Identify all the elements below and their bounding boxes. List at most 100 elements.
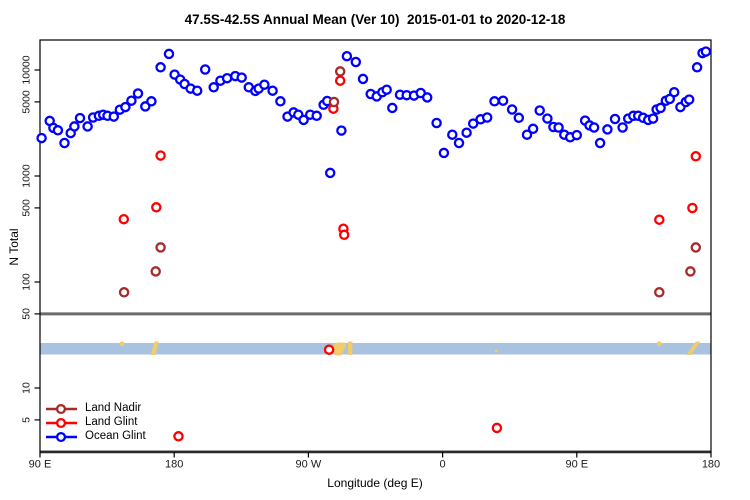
data-point-ocean-glint (108, 111, 120, 122)
data-point-ocean-glint (617, 122, 628, 133)
data-point-ocean-glint (350, 56, 362, 68)
x-tick-label: 180 (165, 459, 183, 471)
data-point-ocean-glint (506, 104, 518, 115)
data-point-ocean-glint (52, 125, 64, 136)
data-point-ocean-glint (683, 94, 695, 105)
data-point-ocean-glint (594, 137, 606, 149)
data-point-ocean-glint (542, 113, 553, 124)
y-tick-label: 10 (21, 382, 33, 394)
legend-item-land-nadir: Land Nadir (44, 402, 146, 415)
data-point-ocean-glint (267, 85, 278, 96)
y-tick-label: 10000 (21, 55, 33, 84)
data-point-land-glint (151, 202, 162, 213)
data-point-ocean-glint (324, 167, 336, 179)
legend-item-land-glint: Land Glint (44, 416, 146, 429)
legend-label-ocean-glint: Ocean Glint (85, 430, 146, 443)
data-point-ocean-glint (208, 82, 219, 93)
data-point-land-glint (338, 229, 350, 241)
y-tick-label: 5000 (21, 90, 33, 114)
x-tick-label: 0 (440, 459, 446, 471)
data-point-ocean-glint (36, 132, 47, 144)
data-point-ocean-glint (609, 113, 621, 125)
x-tick-label: 90 W (296, 459, 322, 471)
latitude-band-land-patch (347, 341, 353, 355)
x-axis-title: Longitude (deg E) (327, 476, 423, 490)
data-point-land-nadir (155, 242, 166, 253)
land-nadir-marker-icon (46, 403, 77, 414)
data-point-ocean-glint (336, 125, 347, 136)
data-point-land-glint (690, 151, 702, 162)
data-point-ocean-glint (236, 72, 247, 83)
data-point-land-nadir (690, 242, 702, 253)
data-point-ocean-glint (588, 122, 600, 133)
data-point-ocean-glint (311, 110, 322, 122)
data-point-land-nadir (150, 266, 161, 277)
data-point-ocean-glint (447, 129, 458, 140)
data-point-land-nadir (118, 287, 130, 298)
x-tick-label: 90 E (29, 459, 52, 471)
latitude-band-land-patch (119, 341, 125, 347)
data-point-ocean-glint (602, 124, 613, 135)
data-point-ocean-glint (700, 46, 712, 57)
x-tick-label: 90 E (565, 459, 588, 471)
data-point-ocean-glint (513, 112, 525, 124)
latitude-band-land-patch (494, 349, 498, 353)
data-point-ocean-glint (521, 129, 533, 140)
latitude-band-land-patch (686, 341, 701, 355)
data-point-ocean-glint (74, 112, 86, 124)
data-point-land-glint (334, 75, 346, 86)
data-point-ocean-glint (275, 96, 286, 107)
data-point-land-nadir (685, 266, 696, 277)
data-point-ocean-glint (453, 137, 465, 149)
data-point-land-glint (155, 150, 166, 161)
data-point-ocean-glint (655, 102, 666, 114)
data-point-land-glint (491, 422, 503, 434)
data-point-ocean-glint (199, 64, 211, 75)
legend-label-land-nadir: Land Nadir (85, 402, 142, 415)
y-tick-label: 5 (21, 417, 33, 423)
y-tick-label: 1000 (21, 164, 33, 188)
data-point-ocean-glint (497, 95, 509, 106)
data-point-ocean-glint (126, 95, 137, 106)
chart-title: 47.5S-42.5S Annual Mean (Ver 10) 2015-01… (184, 12, 566, 27)
latitude-band-land-patch (656, 341, 662, 347)
data-point-ocean-glint (461, 127, 472, 138)
y-tick-label: 500 (21, 199, 33, 217)
ocean-glint-marker-icon (46, 431, 77, 443)
data-point-land-glint (173, 431, 184, 442)
data-point-ocean-glint (120, 101, 131, 113)
data-point-ocean-glint (357, 73, 369, 85)
data-point-ocean-glint (298, 114, 309, 126)
data-point-land-glint (687, 202, 698, 214)
data-point-ocean-glint (163, 48, 175, 60)
data-point-ocean-glint (82, 121, 93, 132)
data-point-ocean-glint (341, 50, 353, 62)
data-point-ocean-glint (647, 113, 659, 124)
latitude-band-land-patch (332, 342, 347, 356)
y-tick-label: 50 (21, 308, 33, 320)
data-point-ocean-glint (146, 96, 157, 107)
x-tick-label: 180 (702, 459, 720, 471)
legend: Land Nadir Land Glint Ocean Glint (44, 402, 146, 444)
data-point-ocean-glint (571, 129, 583, 141)
data-point-land-nadir (654, 287, 665, 298)
data-point-ocean-glint (421, 92, 433, 103)
data-point-ocean-glint (481, 112, 493, 123)
data-point-ocean-glint (69, 121, 80, 132)
latitude-band-land-patch (150, 341, 159, 355)
data-point-ocean-glint (132, 88, 144, 99)
data-point-ocean-glint (387, 102, 398, 114)
data-point-ocean-glint (155, 62, 166, 73)
land-glint-marker-icon (46, 417, 77, 428)
data-point-ocean-glint (534, 105, 545, 116)
plot-frame (39, 39, 712, 453)
y-tick-label: 100 (21, 273, 33, 291)
data-point-land-glint (654, 214, 665, 225)
data-point-ocean-glint (221, 72, 233, 84)
data-point-land-glint (323, 344, 335, 355)
latitude-band-ocean (40, 343, 711, 355)
data-point-ocean-glint (191, 85, 203, 96)
data-point-ocean-glint (691, 62, 703, 73)
